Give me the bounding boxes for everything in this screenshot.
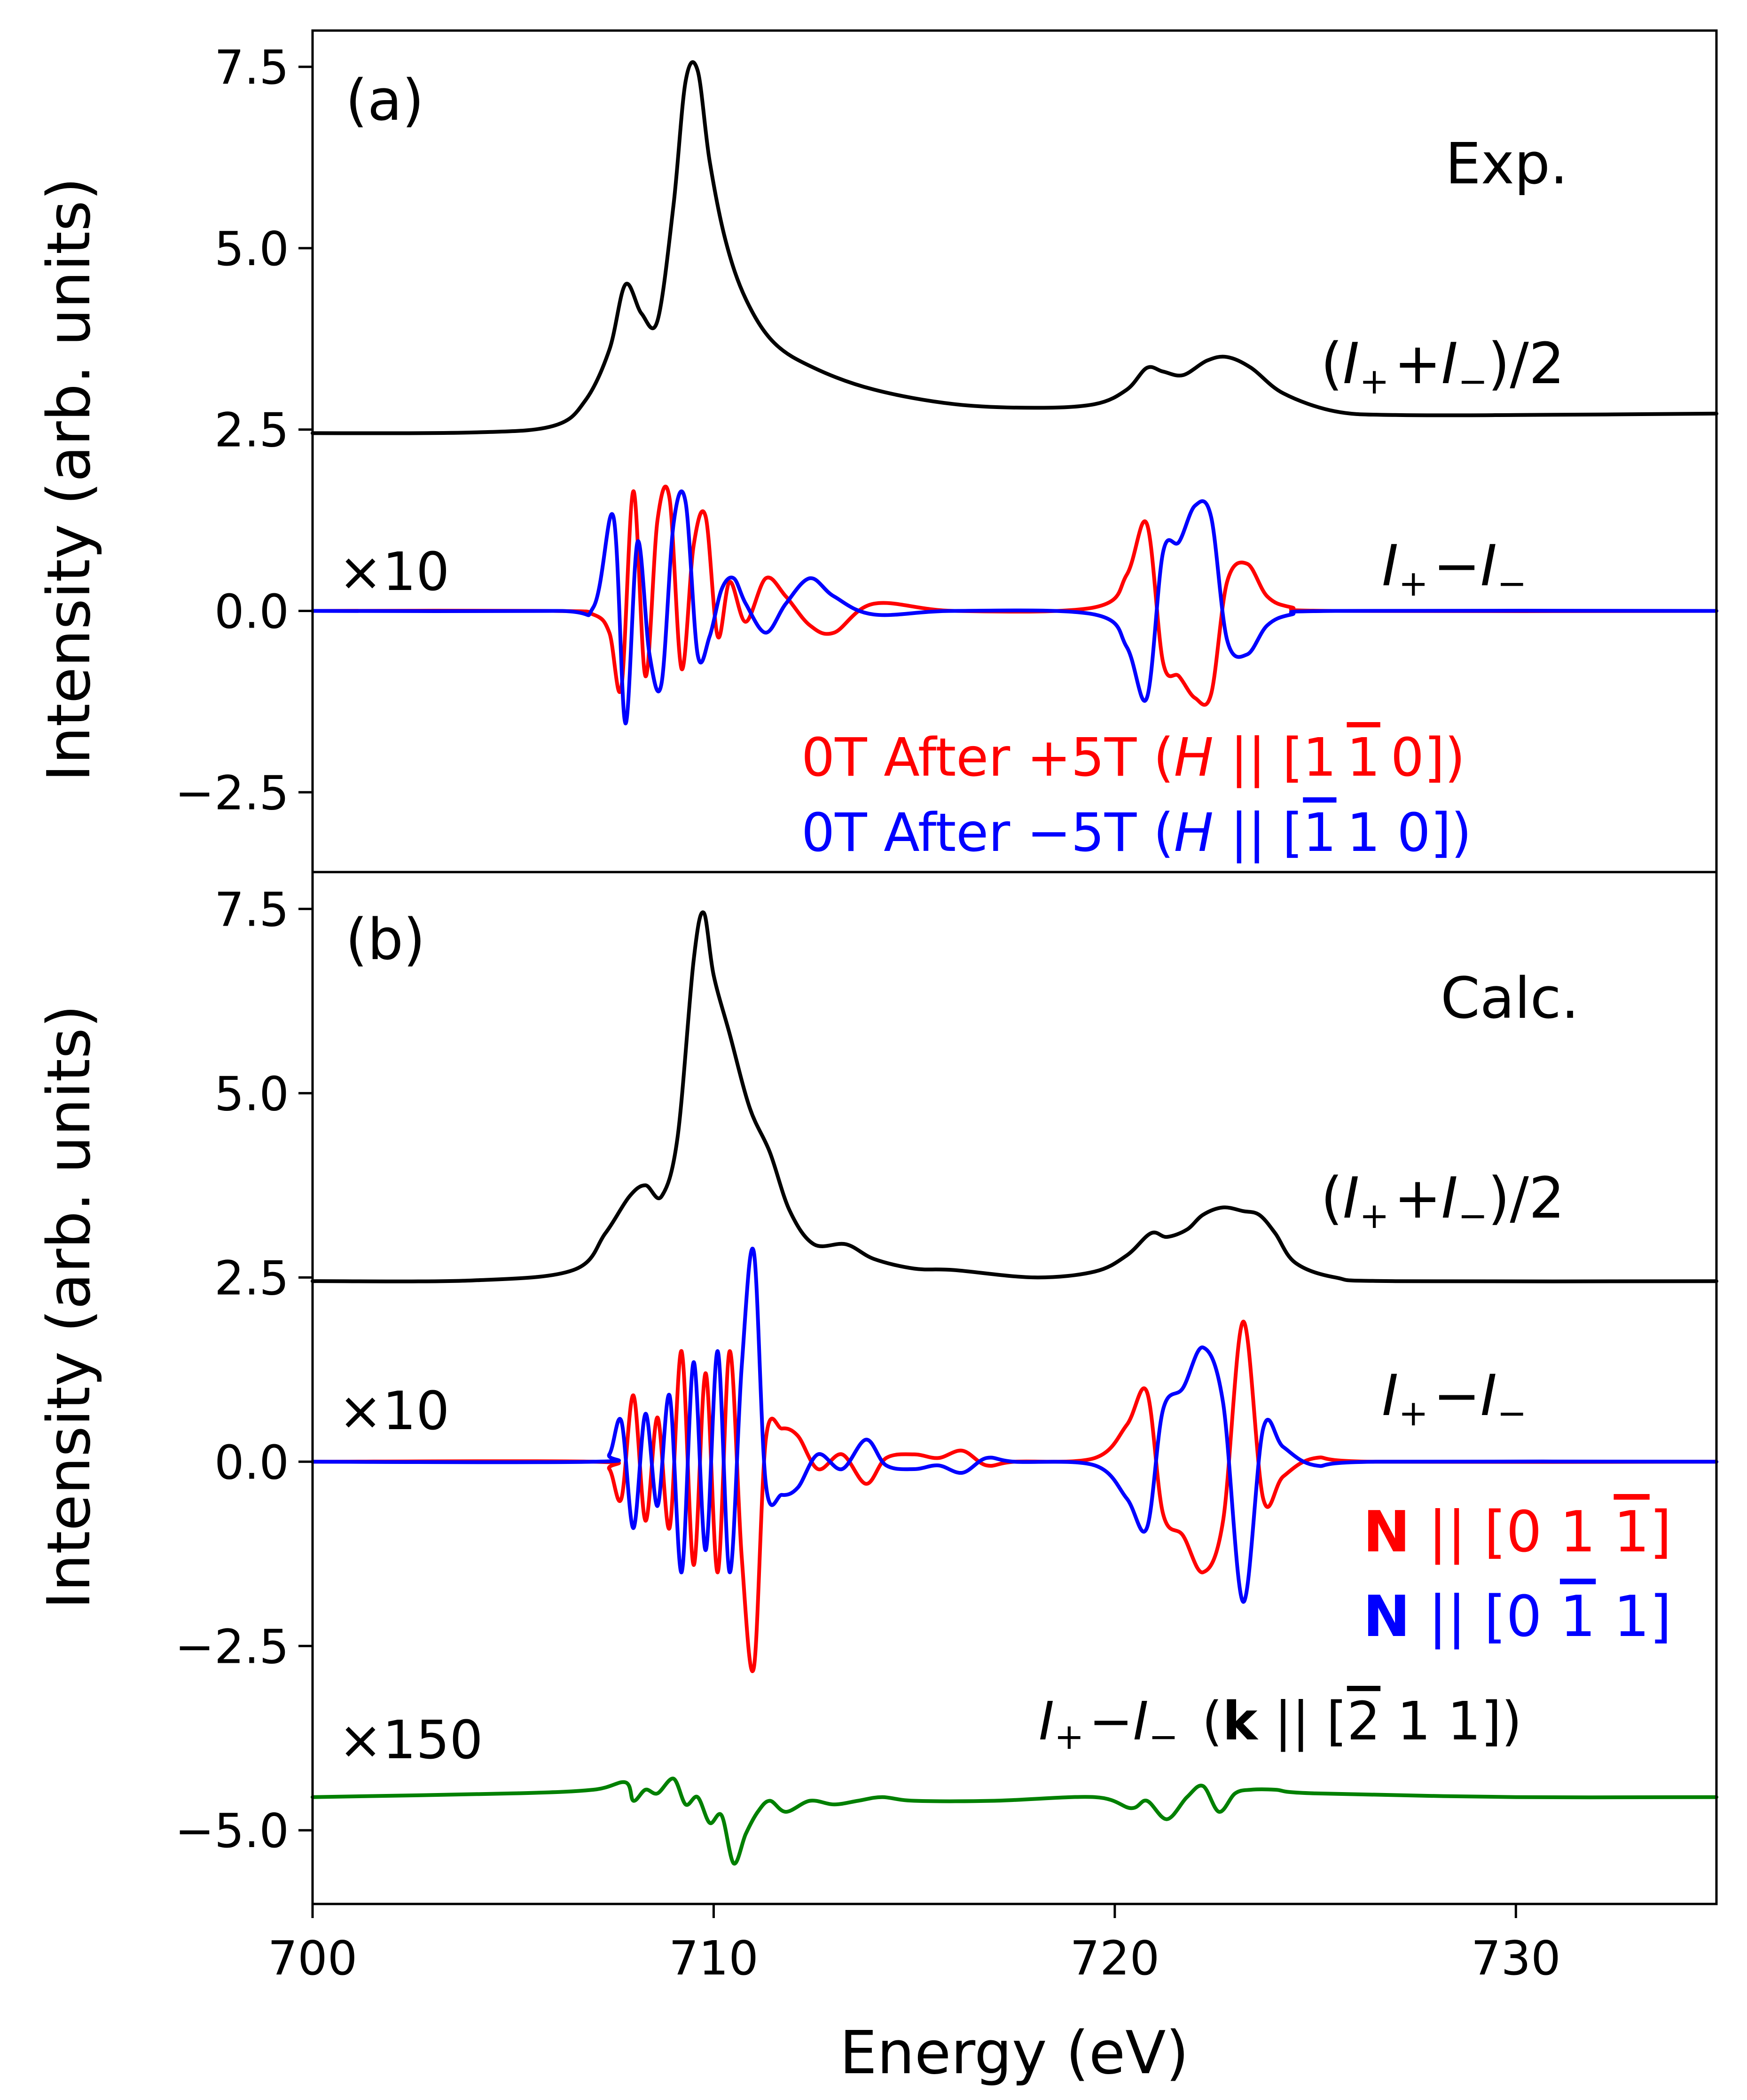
panel-a-legend-red: 0T After +5T (H || [1 1 0]) (801, 727, 1465, 788)
panel-b-label: (b) (345, 907, 425, 973)
panel-a-label: (a) (345, 68, 424, 134)
x-tick-label: 710 (669, 1931, 759, 1986)
panel-b-diff-label: I+−I− (1382, 1363, 1527, 1434)
panel-b-title: Calc. (1441, 966, 1579, 1031)
panel-a: 7.5 5.0 2.5 0.0 −2.5 (a) Exp. (I++I−)/2 I+−I… (175, 29, 1718, 873)
panel-b-y-tick-label: 0.0 (214, 1435, 289, 1490)
panel-a-title: Exp. (1445, 132, 1568, 197)
panel-b-y-tick-label: −2.5 (175, 1619, 289, 1674)
panel-b-curves (311, 910, 1718, 1866)
panel-b-frame (311, 871, 1718, 1905)
panel-b-series-blue-line (311, 1246, 1718, 1604)
x-tick-label: 700 (268, 1931, 358, 1986)
panel-a-y-tick-label: 0.0 (214, 584, 289, 639)
panel-b-multiplier-150: ×150 (338, 1710, 483, 1771)
panel-a-series-blue-line (311, 489, 1718, 725)
panel-b-k-label: I+−I− (k || [2 1 1]) (1039, 1691, 1522, 1757)
panel-b-sum-label: (I++I−)/2 (1321, 1166, 1565, 1236)
panel-a-y-tick-label: 2.5 (214, 403, 289, 458)
panel-b: 7.5 5.0 2.5 0.0 −2.5 −5.0 (b) Calc. (I++I−)/2… (175, 871, 1718, 1905)
panel-b-y-ticks: 7.5 5.0 2.5 0.0 −2.5 −5.0 (175, 882, 313, 1858)
panel-a-sum-label: (I++I−)/2 (1321, 331, 1565, 402)
panel-a-y-tick-label: −2.5 (175, 765, 289, 820)
panel-b-y-tick-label: 7.5 (214, 882, 289, 937)
panel-b-y-tick-label: −5.0 (175, 1803, 289, 1858)
panel-b-series-red-line (311, 1320, 1718, 1673)
panel-a-series-black-line (311, 60, 1718, 435)
panel-a-diff-label: I+−I− (1382, 534, 1527, 604)
x-tick-label: 720 (1070, 1931, 1159, 1986)
panel-b-series-black-line (311, 910, 1718, 1283)
y-axis-label-a: Intensity (arb. units) (34, 177, 103, 782)
panel-a-multiplier: ×10 (338, 542, 449, 603)
panel-a-y-ticks: 7.5 5.0 2.5 0.0 −2.5 (175, 40, 313, 820)
panel-a-y-tick-label: 7.5 (214, 40, 289, 95)
panel-b-y-tick-label: 2.5 (214, 1251, 289, 1306)
panel-a-legend-blue: 0T After −5T (H || [1 1 0]) (801, 802, 1472, 864)
panel-b-multiplier: ×10 (338, 1381, 449, 1442)
panel-b-series-green-line (311, 1777, 1718, 1866)
panel-b-y-tick-label: 5.0 (214, 1066, 289, 1121)
panel-b-legend-blue: N || [0 1 1] (1363, 1584, 1672, 1650)
x-axis-ticks: 700 710 720 730 (268, 1904, 1561, 1986)
panel-a-curves (311, 60, 1718, 725)
panel-a-y-tick-label: 5.0 (214, 221, 289, 276)
y-axis-label-b: Intensity (arb. units) (34, 1005, 103, 1609)
x-axis-label: Energy (eV) (839, 2018, 1189, 2087)
panel-b-legend-red: N || [0 1 1] (1363, 1500, 1672, 1565)
x-tick-label: 730 (1471, 1931, 1561, 1986)
